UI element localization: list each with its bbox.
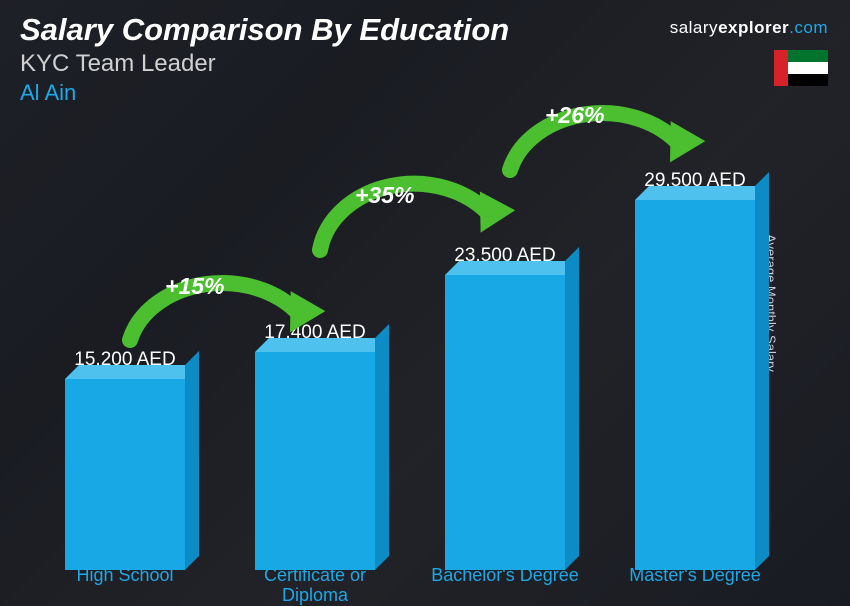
job-subtitle: KYC Team Leader	[20, 50, 830, 78]
flag-black-stripe	[788, 74, 828, 86]
bar-top-face	[65, 365, 199, 379]
site-logo: salaryexplorer.com	[670, 18, 828, 38]
x-axis-category-label: High School	[40, 566, 210, 606]
bar-group: 15,200 AED	[55, 349, 195, 570]
flag-green-stripe	[788, 50, 828, 62]
bar	[635, 200, 755, 570]
logo-part3: .com	[789, 18, 828, 37]
bar-front-face	[445, 275, 565, 570]
bar-front-face	[255, 352, 375, 570]
x-axis-category-label: Master's Degree	[610, 566, 780, 606]
increment-percent-label: +26%	[545, 102, 604, 129]
x-axis-category-label: Bachelor's Degree	[420, 566, 590, 606]
increment-percent-label: +35%	[355, 182, 414, 209]
bar-top-face	[445, 261, 579, 275]
bar-side-face	[755, 172, 769, 570]
logo-part1: salary	[670, 18, 718, 37]
bar-top-face	[255, 338, 389, 352]
bar-group: 17,400 AED	[245, 322, 385, 570]
bar-top-face	[635, 186, 769, 200]
uae-flag-icon	[774, 50, 828, 86]
bar-side-face	[565, 247, 579, 570]
increment-percent-label: +15%	[165, 273, 224, 300]
bar	[65, 379, 185, 570]
bar-side-face	[375, 324, 389, 570]
bar-front-face	[65, 379, 185, 570]
location-label: Al Ain	[20, 80, 830, 106]
x-axis-labels: High School Certificate or Diploma Bachelo…	[30, 566, 790, 606]
bar-group: 23,500 AED	[435, 245, 575, 570]
bar	[255, 352, 375, 570]
bar	[445, 275, 565, 570]
bar-group: 29,500 AED	[625, 170, 765, 570]
bar-front-face	[635, 200, 755, 570]
logo-part2: explorer	[718, 18, 789, 37]
flag-red-stripe	[774, 50, 788, 86]
bar-side-face	[185, 351, 199, 570]
flag-white-stripe	[788, 62, 828, 74]
x-axis-category-label: Certificate or Diploma	[230, 566, 400, 606]
